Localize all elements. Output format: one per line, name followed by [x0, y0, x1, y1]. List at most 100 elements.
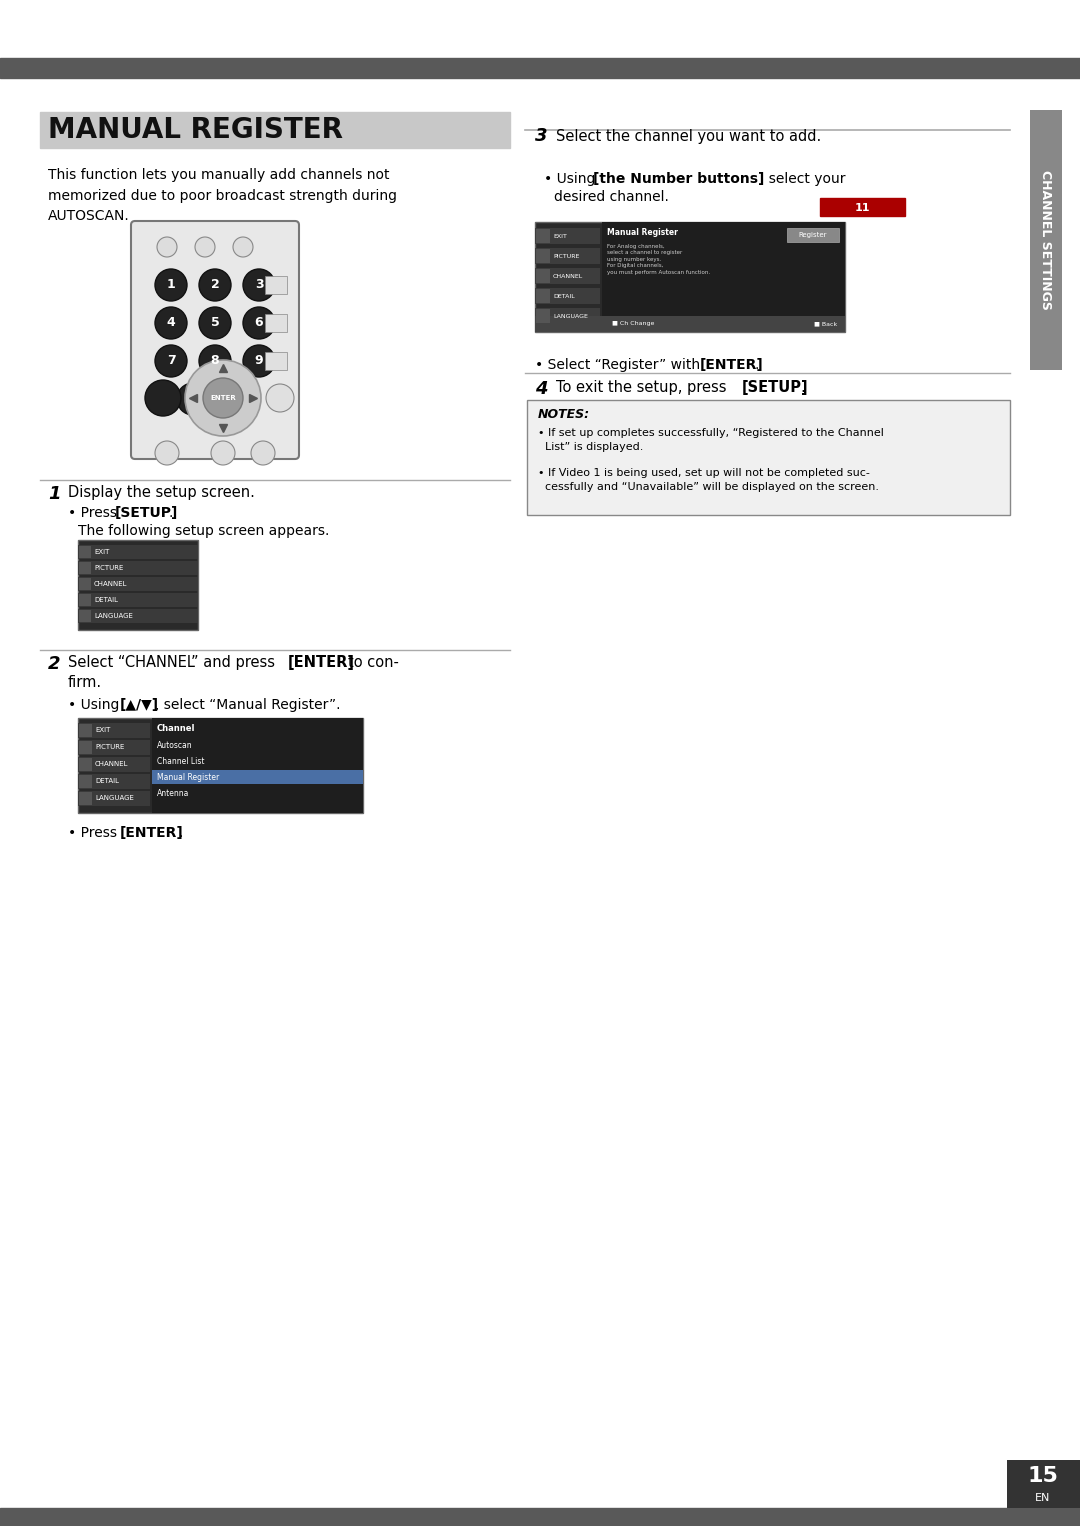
Text: BACK: BACK	[140, 427, 154, 433]
Bar	[0, 58, 1080, 78]
Bar	[152, 771, 363, 784]
Bar	[1007, 1460, 1080, 1508]
Text: SETUP: SETUP	[140, 371, 163, 375]
Text: STILL: STILL	[270, 307, 282, 310]
Text: [▲/▼]: [▲/▼]	[120, 697, 159, 713]
Text: 4: 4	[535, 380, 548, 398]
Text: • Select “Register” with: • Select “Register” with	[535, 359, 704, 372]
Bar	[78, 723, 150, 739]
Text: 4: 4	[166, 316, 175, 330]
Bar	[536, 229, 550, 243]
Text: firm.: firm.	[68, 674, 103, 690]
Bar	[820, 198, 905, 217]
Text: [SETUP]: [SETUP]	[114, 507, 178, 520]
Text: Select “CHANNEL” and press: Select “CHANNEL” and press	[68, 655, 280, 670]
Text: LANGUAGE: LANGUAGE	[94, 613, 133, 620]
Text: 11: 11	[854, 203, 869, 214]
Circle shape	[221, 383, 253, 415]
Text: 15: 15	[1027, 1466, 1058, 1486]
Bar	[40, 111, 510, 148]
Circle shape	[233, 237, 253, 256]
Text: –: –	[190, 392, 197, 406]
Text: .: .	[168, 507, 173, 520]
Text: PICTURE: PICTURE	[553, 253, 579, 258]
Text: • Press: • Press	[68, 826, 121, 839]
Bar	[1030, 110, 1062, 369]
Bar	[535, 308, 600, 324]
Circle shape	[266, 385, 294, 412]
Bar	[79, 562, 91, 574]
Bar	[78, 790, 150, 806]
Bar	[79, 723, 92, 737]
Circle shape	[177, 383, 210, 415]
Circle shape	[199, 307, 231, 339]
Bar	[536, 249, 550, 262]
Text: [ENTER]: [ENTER]	[120, 826, 184, 839]
Bar	[79, 594, 91, 606]
Bar	[78, 545, 198, 559]
Text: SLEEP: SLEEP	[198, 226, 213, 230]
Bar	[0, 1508, 1080, 1526]
Bar	[78, 562, 198, 575]
Text: CHANNEL SETTINGS: CHANNEL SETTINGS	[1039, 169, 1053, 310]
Text: 0: 0	[232, 392, 241, 406]
Bar	[602, 221, 845, 333]
Text: 9: 9	[255, 354, 264, 368]
Circle shape	[211, 441, 235, 465]
Text: Autoscan: Autoscan	[157, 740, 192, 749]
Bar	[152, 719, 363, 813]
Bar	[78, 609, 198, 623]
Bar	[527, 400, 1010, 514]
Text: CHANNEL: CHANNEL	[94, 581, 127, 588]
Text: LANGUAGE: LANGUAGE	[95, 795, 134, 801]
Text: POWER: POWER	[158, 226, 176, 230]
Bar	[78, 577, 198, 591]
Bar	[535, 249, 600, 264]
Text: , select your: , select your	[760, 172, 846, 186]
Text: .: .	[755, 359, 759, 372]
Circle shape	[251, 441, 275, 465]
Text: to con-: to con-	[348, 655, 399, 670]
Bar	[535, 269, 600, 284]
Bar	[79, 546, 91, 559]
Text: NOTES:: NOTES:	[538, 407, 590, 421]
Circle shape	[243, 269, 275, 301]
Bar	[536, 308, 550, 324]
Bar	[79, 758, 92, 771]
Text: 2: 2	[48, 655, 60, 673]
Text: PICTURE: PICTURE	[94, 565, 123, 571]
Text: LANGUAGE: LANGUAGE	[553, 313, 588, 319]
Text: Register: Register	[799, 232, 827, 238]
Text: Manual Register: Manual Register	[157, 772, 219, 781]
Circle shape	[243, 307, 275, 339]
Circle shape	[156, 345, 187, 377]
Bar	[78, 757, 150, 772]
Text: [SETUP]: [SETUP]	[742, 380, 809, 395]
Bar	[535, 221, 845, 333]
Bar	[78, 594, 198, 607]
Text: • If set up completes successfully, “Registered to the Channel
  List” is displa: • If set up completes successfully, “Reg…	[538, 427, 883, 452]
Text: EXIT: EXIT	[553, 233, 567, 238]
FancyBboxPatch shape	[131, 221, 299, 459]
Bar	[79, 742, 92, 754]
Text: CHANNEL: CHANNEL	[553, 273, 583, 279]
Text: Display the setup screen.: Display the setup screen.	[68, 485, 255, 501]
Text: SCREEN
MODE: SCREEN MODE	[272, 369, 288, 378]
Text: SCREEN
MODE: SCREEN MODE	[267, 339, 285, 348]
Text: To exit the setup, press: To exit the setup, press	[556, 380, 731, 395]
Bar	[78, 719, 363, 813]
Text: AUDIO: AUDIO	[269, 269, 283, 272]
Text: 2: 2	[211, 279, 219, 291]
Text: EN: EN	[1036, 1492, 1051, 1503]
Text: [ENTER]: [ENTER]	[288, 655, 355, 670]
Text: .: .	[800, 380, 805, 395]
Text: MANUAL REGISTER: MANUAL REGISTER	[48, 116, 343, 143]
Text: [ENTER]: [ENTER]	[700, 359, 764, 372]
Text: Channel List: Channel List	[157, 757, 204, 766]
Text: [the Number buttons]: [the Number buttons]	[593, 172, 765, 186]
Text: • Using: • Using	[544, 172, 599, 186]
Bar	[787, 227, 839, 243]
Circle shape	[156, 269, 187, 301]
Bar	[265, 276, 287, 295]
Text: 3: 3	[255, 279, 264, 291]
